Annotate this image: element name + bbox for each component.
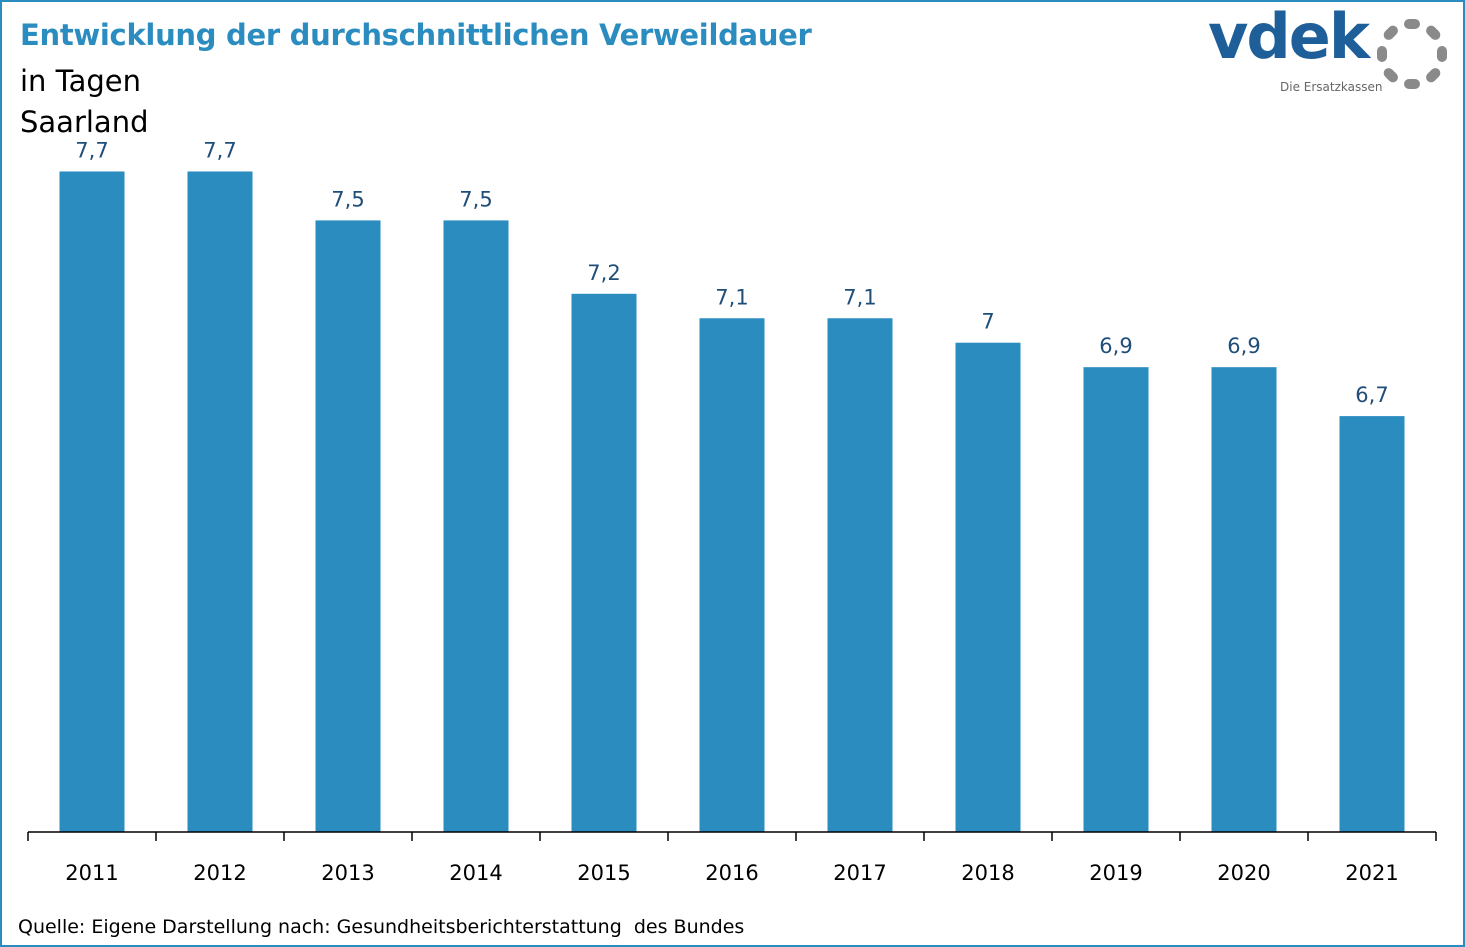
- chart-subtitle-unit: in Tagen: [20, 64, 141, 98]
- logo-ring-segment: [1426, 25, 1441, 40]
- logo-ring-segment: [1437, 46, 1447, 62]
- bar-2019: [1083, 367, 1149, 832]
- x-tick-label-2013: 2013: [321, 861, 374, 885]
- bar-2012: [187, 171, 253, 832]
- bar-2016: [699, 318, 765, 832]
- data-label-2020: 6,9: [1227, 334, 1260, 358]
- bar-2015: [571, 293, 637, 832]
- x-tick-label-2017: 2017: [833, 861, 886, 885]
- logo-ring-segment: [1377, 46, 1387, 62]
- bar-2020: [1211, 367, 1277, 832]
- source-note: Quelle: Eigene Darstellung nach: Gesundh…: [18, 916, 745, 938]
- bar-2011: [59, 171, 125, 832]
- x-tick-label-2021: 2021: [1345, 861, 1398, 885]
- data-label-2016: 7,1: [715, 285, 748, 309]
- logo-ring-segment: [1383, 25, 1398, 40]
- data-label-2015: 7,2: [587, 261, 620, 285]
- data-label-2011: 7,7: [75, 138, 108, 162]
- bar-2021: [1339, 416, 1405, 832]
- data-label-2019: 6,9: [1099, 334, 1132, 358]
- logo-wordmark: vdek: [1208, 0, 1370, 73]
- chart-title: Entwicklung der durchschnittlichen Verwe…: [20, 18, 812, 52]
- bar-2013: [315, 220, 381, 833]
- data-label-2014: 7,5: [459, 187, 492, 211]
- x-tick-label-2018: 2018: [961, 861, 1014, 885]
- x-tick-label-2020: 2020: [1217, 861, 1270, 885]
- vdek-logo: vdek Die Ersatzkassen: [1202, 0, 1457, 100]
- x-tick-label-2015: 2015: [577, 861, 630, 885]
- bar-2018: [955, 342, 1021, 832]
- x-tick-label-2012: 2012: [193, 861, 246, 885]
- data-label-2017: 7,1: [843, 285, 876, 309]
- chart-subtitle-region: Saarland: [20, 105, 149, 139]
- logo-ring-segment: [1404, 79, 1420, 89]
- bar-2014: [443, 220, 509, 833]
- x-tick-label-2011: 2011: [65, 861, 118, 885]
- logo-ring-icon: [1377, 19, 1447, 89]
- data-label-2018: 7: [981, 310, 994, 334]
- bar-2017: [827, 318, 893, 832]
- x-tick-label-2014: 2014: [449, 861, 502, 885]
- data-label-2021: 6,7: [1355, 383, 1388, 407]
- logo-ring-segment: [1383, 68, 1398, 83]
- x-tick-label-2016: 2016: [705, 861, 758, 885]
- x-tick-label-2019: 2019: [1089, 861, 1142, 885]
- data-label-2012: 7,7: [203, 138, 236, 162]
- logo-ring-segment: [1404, 19, 1420, 29]
- logo-ring-segment: [1426, 68, 1441, 83]
- data-label-2013: 7,5: [331, 187, 364, 211]
- logo-tagline: Die Ersatzkassen: [1280, 80, 1383, 94]
